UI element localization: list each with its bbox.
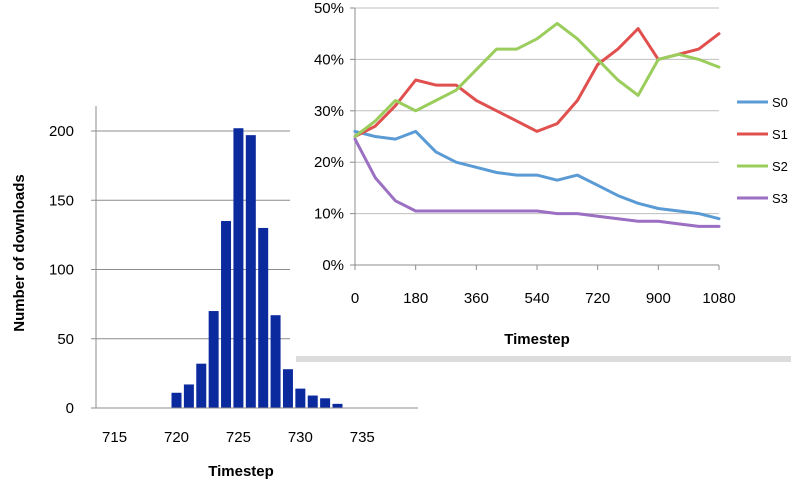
histogram-bar	[196, 363, 207, 408]
histogram-x-tick-labels: 715 720 725 730 735	[102, 429, 375, 446]
line-chart: 0% 10% 20% 30% 40% 50% 0 180 360 540 720 900 1080 S…	[290, 0, 791, 362]
histogram-x-tick-label: 715	[102, 429, 127, 446]
line-chart-y-tick-label: 20%	[314, 154, 344, 171]
series-line-s3	[353, 137, 721, 228]
line-chart-y-tick-label: 30%	[314, 103, 344, 120]
histogram-axes	[95, 106, 418, 409]
legend-label-s0: S0	[772, 95, 788, 110]
histogram-x-tick-label: 735	[350, 429, 375, 446]
histogram-y-axis-title: Number of downloads	[11, 174, 28, 332]
line-chart-x-tick-label: 0	[351, 290, 359, 307]
histogram-bar	[332, 403, 343, 408]
line-chart-x-tick-label: 900	[646, 290, 671, 307]
histogram-bar	[221, 221, 232, 408]
histogram-bar	[233, 128, 244, 409]
line-chart-y-tick-labels: 0% 10% 20% 30% 40% 50%	[314, 0, 355, 274]
line-chart-y-tick-label: 10%	[314, 206, 344, 223]
histogram-y-tick-label: 100	[49, 262, 74, 279]
line-chart-x-tick-label: 180	[403, 290, 428, 307]
legend-label-s2: S2	[772, 159, 788, 174]
line-chart-x-tick-label: 1080	[702, 290, 735, 307]
line-chart-series	[353, 21, 721, 228]
line-chart-legend: S0 S1 S2 S3	[737, 95, 788, 206]
histogram-y-tick-label: 150	[49, 192, 74, 209]
line-chart-y-tick-label: 40%	[314, 51, 344, 68]
histogram-bars	[171, 128, 343, 409]
line-chart-gridlines	[355, 7, 719, 215]
histogram-bar	[245, 135, 256, 408]
histogram-y-tick-labels: 0 50 100 150 200	[49, 123, 96, 417]
line-chart-x-axis-title: Timestep	[504, 331, 570, 348]
line-chart-x-tick-label: 540	[524, 290, 549, 307]
legend-label-s1: S1	[772, 127, 788, 142]
series-line-s0	[353, 129, 721, 221]
series-line-s2	[353, 21, 721, 138]
histogram-chart: 0 50 100 150 200 715 720 725 730 735 Timestep Nu…	[11, 106, 418, 480]
line-chart-y-tick-label: 50%	[314, 0, 344, 17]
histogram-y-tick-label: 200	[49, 123, 74, 140]
line-chart-x-tick-labels: 0 180 360 540 720 900 1080	[351, 265, 736, 307]
histogram-bar	[208, 311, 219, 408]
histogram-bar	[282, 369, 293, 408]
line-chart-y-tick-label: 0%	[322, 257, 344, 274]
histogram-bar	[258, 227, 269, 408]
histogram-bar	[307, 395, 318, 408]
histogram-bar	[320, 398, 331, 408]
histogram-x-axis-title: Timestep	[208, 463, 274, 480]
histogram-x-tick-label: 725	[226, 429, 251, 446]
histogram-x-tick-label: 720	[164, 429, 189, 446]
line-chart-x-tick-label: 720	[585, 290, 610, 307]
histogram-x-tick-label: 730	[288, 429, 313, 446]
histogram-y-tick-label: 0	[66, 400, 74, 417]
histogram-bar	[171, 392, 182, 408]
histogram-bar	[295, 388, 306, 408]
line-chart-x-tick-label: 360	[464, 290, 489, 307]
histogram-bar	[270, 315, 281, 408]
histogram-y-tick-label: 50	[57, 331, 74, 348]
histogram-bar	[183, 384, 194, 408]
legend-label-s3: S3	[772, 191, 788, 206]
